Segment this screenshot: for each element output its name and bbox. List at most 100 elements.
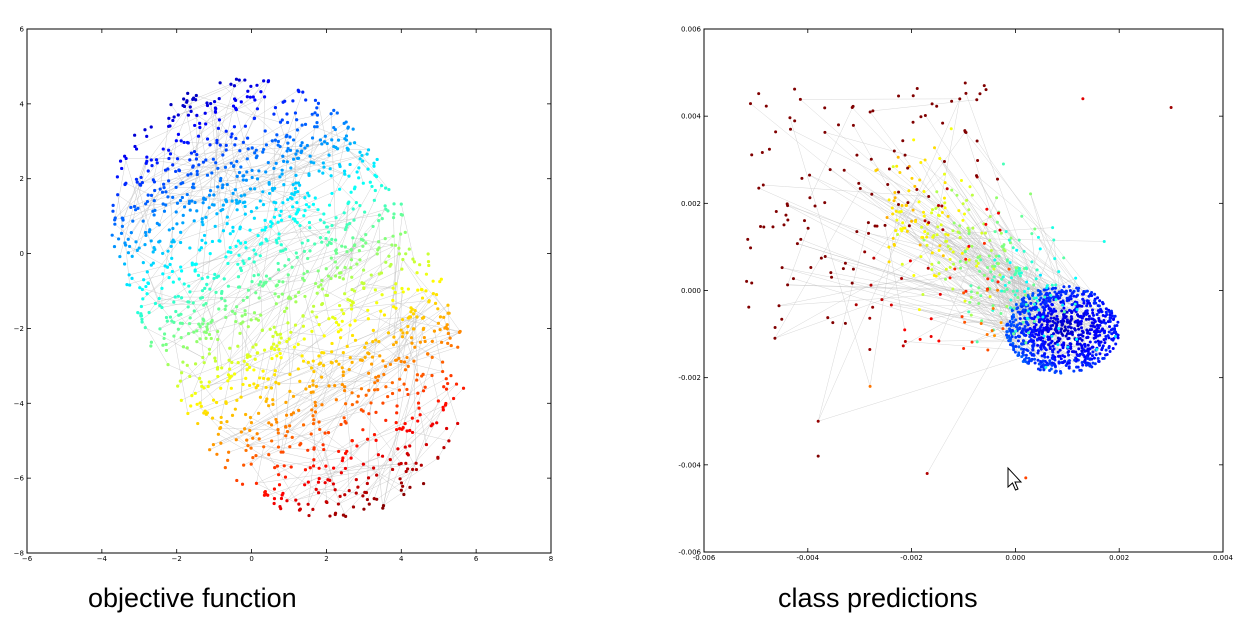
scatter-point xyxy=(1090,345,1094,349)
scatter-point xyxy=(1062,310,1066,314)
connection-line xyxy=(1038,237,1109,322)
scatter-point xyxy=(1016,296,1020,300)
scatter-point xyxy=(343,385,347,389)
connection-line xyxy=(407,293,434,327)
scatter-point xyxy=(955,193,959,197)
scatter-point xyxy=(982,84,986,88)
scatter-point xyxy=(232,125,237,129)
scatter-point xyxy=(249,421,254,425)
scatter-point xyxy=(235,398,239,402)
scatter-point xyxy=(1062,315,1066,319)
scatter-point xyxy=(1031,339,1035,343)
scatter-point xyxy=(372,433,377,437)
scatter-point xyxy=(303,196,307,200)
scatter-point xyxy=(305,143,309,148)
scatter-point xyxy=(171,195,175,200)
connection-line xyxy=(122,156,148,221)
scatter-point xyxy=(1081,363,1085,367)
scatter-point xyxy=(239,322,243,326)
scatter-point xyxy=(1046,296,1050,300)
scatter-point xyxy=(242,359,246,363)
scatter-point xyxy=(181,213,185,217)
scatter-point xyxy=(986,266,990,270)
scatter-point xyxy=(364,241,368,245)
scatter-point xyxy=(1014,329,1018,333)
scatter-point xyxy=(253,187,257,191)
scatter-point xyxy=(240,314,244,318)
scatter-point xyxy=(264,170,268,174)
scatter-point xyxy=(121,216,125,220)
scatter-point xyxy=(1043,301,1047,305)
scatter-point xyxy=(139,304,143,309)
scatter-point xyxy=(979,294,983,298)
connection-line xyxy=(325,253,400,296)
scatter-point xyxy=(1115,323,1119,327)
scatter-point xyxy=(1069,315,1073,319)
scatter-point xyxy=(1037,362,1041,366)
connection-line xyxy=(114,162,158,221)
scatter-point xyxy=(254,481,259,485)
scatter-point xyxy=(1020,342,1024,346)
scatter-point xyxy=(806,226,810,230)
scatter-point xyxy=(228,232,232,236)
scatter-point xyxy=(140,317,144,321)
scatter-point xyxy=(257,296,261,300)
scatter-point xyxy=(1075,307,1079,311)
scatter-point xyxy=(364,490,369,495)
scatter-point xyxy=(374,175,379,179)
scatter-point xyxy=(1080,349,1084,353)
scatter-point xyxy=(239,241,243,245)
scatter-point xyxy=(288,389,292,393)
scatter-point xyxy=(424,272,429,276)
scatter-point xyxy=(267,191,272,196)
connection-line xyxy=(186,102,200,124)
scatter-point xyxy=(175,222,179,226)
scatter-point xyxy=(892,199,896,203)
scatter-point xyxy=(255,206,259,210)
connection-line xyxy=(278,238,293,268)
scatter-point xyxy=(935,233,939,237)
connection-line xyxy=(402,336,443,363)
scatter-point xyxy=(152,199,156,203)
connection-line xyxy=(290,195,310,198)
scatter-point xyxy=(1034,332,1038,336)
scatter-point xyxy=(112,244,117,249)
scatter-point xyxy=(1031,291,1035,295)
scatter-point xyxy=(267,404,271,408)
scatter-point xyxy=(445,426,449,431)
scatter-point xyxy=(343,265,347,270)
scatter-point xyxy=(286,198,290,202)
scatter-point xyxy=(357,249,361,253)
scatter-point xyxy=(344,225,348,229)
scatter-point xyxy=(851,123,855,127)
connection-line xyxy=(299,225,305,281)
scatter-point xyxy=(367,502,371,506)
connection-line xyxy=(145,327,203,358)
scatter-point xyxy=(204,330,208,335)
connection-line xyxy=(338,469,413,505)
scatter-point xyxy=(248,428,252,433)
scatter-point xyxy=(333,384,337,388)
scatter-point xyxy=(207,352,211,356)
scatter-point xyxy=(296,189,300,194)
scatter-point xyxy=(201,160,206,164)
scatter-point xyxy=(198,401,202,405)
scatter-point xyxy=(338,187,342,191)
connection-line xyxy=(427,345,452,354)
scatter-point xyxy=(1091,311,1095,315)
scatter-point xyxy=(989,249,993,253)
scatter-point xyxy=(280,172,284,176)
scatter-point xyxy=(361,244,365,248)
scatter-point xyxy=(186,113,191,117)
scatter-point xyxy=(1050,339,1054,343)
scatter-point xyxy=(925,243,929,247)
scatter-point xyxy=(204,412,208,416)
scatter-point xyxy=(302,214,306,218)
scatter-point xyxy=(362,507,366,511)
scatter-point xyxy=(901,344,905,348)
scatter-point xyxy=(182,140,186,145)
scatter-point xyxy=(310,408,314,412)
scatter-point xyxy=(189,172,193,176)
scatter-point xyxy=(376,374,381,378)
scatter-point xyxy=(168,152,173,156)
